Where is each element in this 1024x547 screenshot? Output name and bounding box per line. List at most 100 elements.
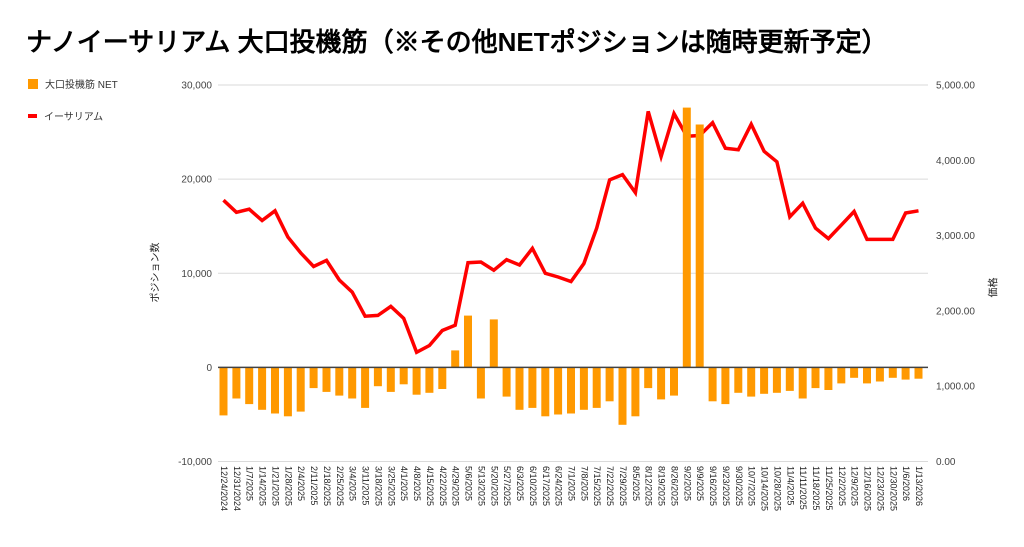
x-axis-label: 6/3/2025 xyxy=(515,466,525,501)
x-axis-label: 1/7/2025 xyxy=(245,466,255,501)
x-axis-label: 4/8/2025 xyxy=(412,466,422,501)
x-axis-label: 2/4/2025 xyxy=(296,466,306,501)
net-position-bar xyxy=(476,367,485,399)
x-axis-label: 3/25/2025 xyxy=(386,466,396,506)
net-position-bar xyxy=(734,367,743,393)
x-axis-label: 6/17/2025 xyxy=(541,466,551,506)
net-position-bar xyxy=(721,367,730,405)
legend-item-ethereum: イーサリアム xyxy=(28,108,118,123)
x-axis-label: 8/26/2025 xyxy=(670,466,680,506)
legend-line-swatch xyxy=(28,113,37,118)
legend-label-net: 大口投機筋 NET xyxy=(45,80,118,91)
left-axis-tick: 30,000 xyxy=(181,81,212,92)
x-axis-label: 7/22/2025 xyxy=(605,466,615,506)
x-axis-label: 11/25/2025 xyxy=(824,466,834,510)
net-position-bar xyxy=(322,367,331,392)
x-axis-label: 1/13/2026 xyxy=(914,466,924,506)
net-position-bar xyxy=(592,367,601,408)
x-axis-label: 1/21/2025 xyxy=(271,466,281,506)
net-position-bar xyxy=(386,367,395,392)
net-position-bar xyxy=(271,367,279,414)
x-axis-label: 12/24/2024 xyxy=(219,466,229,511)
right-axis-tick: 4,000.00 xyxy=(936,156,975,167)
x-axis-label: 1/6/2026 xyxy=(901,466,911,501)
x-axis-label: 4/29/2025 xyxy=(451,466,461,506)
x-axis-label: 7/8/2025 xyxy=(579,466,589,501)
x-axis-label: 12/2/2025 xyxy=(837,466,847,506)
x-axis-label: 10/14/2025 xyxy=(760,466,770,511)
x-axis-label: 5/27/2025 xyxy=(502,466,512,506)
x-axis-label: 3/18/2025 xyxy=(373,466,383,506)
net-position-bar xyxy=(657,367,666,400)
net-position-bar xyxy=(785,367,794,391)
net-position-bar xyxy=(541,367,550,417)
x-axis-label: 3/4/2025 xyxy=(348,466,358,501)
net-position-bar xyxy=(708,367,717,402)
net-position-bar xyxy=(760,367,769,394)
x-axis-label: 8/12/2025 xyxy=(644,466,654,506)
net-position-bar xyxy=(618,367,627,425)
net-position-bar xyxy=(528,367,537,408)
net-position-bar xyxy=(811,367,820,389)
x-axis-label: 3/11/2025 xyxy=(361,466,371,505)
net-position-bar xyxy=(451,350,460,368)
net-position-bar xyxy=(670,367,678,396)
ethereum-price-line xyxy=(222,109,919,355)
x-axis-label: 9/16/2025 xyxy=(708,466,718,506)
x-axis-label: 10/28/2025 xyxy=(772,466,782,511)
x-axis-label: 9/23/2025 xyxy=(721,466,731,506)
net-position-bar xyxy=(579,367,588,410)
right-axis-tick: 2,000.00 xyxy=(936,306,975,317)
net-position-bar xyxy=(695,124,704,368)
right-axis-tick: 0.00 xyxy=(936,457,956,468)
x-axis-label: 12/9/2025 xyxy=(850,466,860,506)
x-axis-label: 4/15/2025 xyxy=(425,466,435,506)
x-axis-label: 12/23/2025 xyxy=(875,466,885,511)
chart-title: ナノイーサリアム 大口投機筋（※その他NETポジションは随時更新予定） xyxy=(26,27,888,57)
net-position-bar xyxy=(219,367,228,416)
x-axis-label: 12/31/2024 xyxy=(232,466,242,511)
net-position-bar xyxy=(258,367,267,410)
net-position-bar xyxy=(373,367,382,387)
x-axis-label: 9/2/2025 xyxy=(682,466,692,501)
x-axis-label: 2/25/2025 xyxy=(335,466,345,506)
net-position-bar xyxy=(283,367,292,417)
net-position-bar xyxy=(554,367,563,415)
net-position-bar xyxy=(888,367,897,378)
legend: 大口投機筋 NET イーサリアム xyxy=(28,76,118,140)
right-axis-tick: 5,000.00 xyxy=(936,81,975,92)
legend-item-net: 大口投機筋 NET xyxy=(28,76,118,91)
net-position-bar xyxy=(631,367,640,417)
net-position-bar xyxy=(567,367,575,414)
net-position-bar xyxy=(837,367,846,384)
right-axis-tick: 1,000.00 xyxy=(936,382,975,393)
x-axis-label: 1/14/2025 xyxy=(258,466,268,506)
net-position-bar xyxy=(232,367,241,399)
x-axis-label: 5/20/2025 xyxy=(489,466,499,506)
x-axis-label: 6/24/2025 xyxy=(554,466,564,506)
x-axis-label: 7/1/2025 xyxy=(567,466,577,501)
x-axis-label: 7/29/2025 xyxy=(618,466,628,506)
left-axis-tick: 20,000 xyxy=(181,175,212,186)
net-position-bar xyxy=(875,367,884,382)
net-position-bar xyxy=(824,367,833,390)
x-axis-label: 10/7/2025 xyxy=(747,466,757,506)
x-axis-label: 9/9/2025 xyxy=(695,466,705,501)
right-axis-tick: 3,000.00 xyxy=(936,231,975,242)
net-position-bar xyxy=(772,367,781,393)
net-position-bar xyxy=(515,367,524,410)
net-position-bar xyxy=(489,319,498,368)
net-position-bar xyxy=(914,367,923,379)
net-position-bar xyxy=(348,367,357,399)
x-axis-label: 1/28/2025 xyxy=(283,466,293,506)
net-position-bar xyxy=(425,367,434,393)
net-position-bar xyxy=(412,367,421,395)
net-position-bar xyxy=(644,367,653,389)
x-axis-label: 2/11/2025 xyxy=(309,466,319,505)
net-position-bar xyxy=(361,367,370,408)
net-position-bar xyxy=(296,367,305,412)
net-position-bar xyxy=(850,367,859,378)
net-position-bar xyxy=(605,367,614,402)
